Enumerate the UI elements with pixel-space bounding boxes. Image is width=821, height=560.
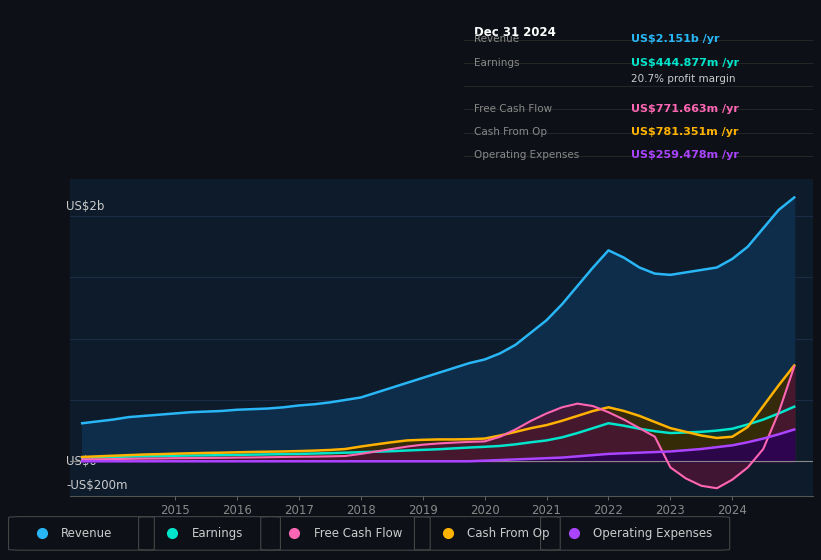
Text: Operating Expenses: Operating Expenses (594, 527, 713, 540)
Text: US$2b: US$2b (66, 200, 104, 213)
Text: Free Cash Flow: Free Cash Flow (475, 104, 553, 114)
Text: US$771.663m /yr: US$771.663m /yr (631, 104, 739, 114)
Text: Cash From Op: Cash From Op (467, 527, 550, 540)
Text: Revenue: Revenue (62, 527, 112, 540)
Text: Earnings: Earnings (475, 58, 520, 68)
Text: US$0: US$0 (66, 455, 97, 468)
Text: US$259.478m /yr: US$259.478m /yr (631, 150, 739, 160)
Text: Dec 31 2024: Dec 31 2024 (475, 26, 556, 39)
Text: Operating Expenses: Operating Expenses (475, 150, 580, 160)
Text: 20.7% profit margin: 20.7% profit margin (631, 74, 736, 85)
Text: -US$200m: -US$200m (66, 479, 127, 492)
Text: Earnings: Earnings (191, 527, 243, 540)
Text: Revenue: Revenue (475, 34, 520, 44)
Text: Cash From Op: Cash From Op (475, 127, 548, 137)
Text: US$781.351m /yr: US$781.351m /yr (631, 127, 739, 137)
Text: US$444.877m /yr: US$444.877m /yr (631, 58, 740, 68)
Text: US$2.151b /yr: US$2.151b /yr (631, 34, 720, 44)
Text: Free Cash Flow: Free Cash Flow (314, 527, 402, 540)
